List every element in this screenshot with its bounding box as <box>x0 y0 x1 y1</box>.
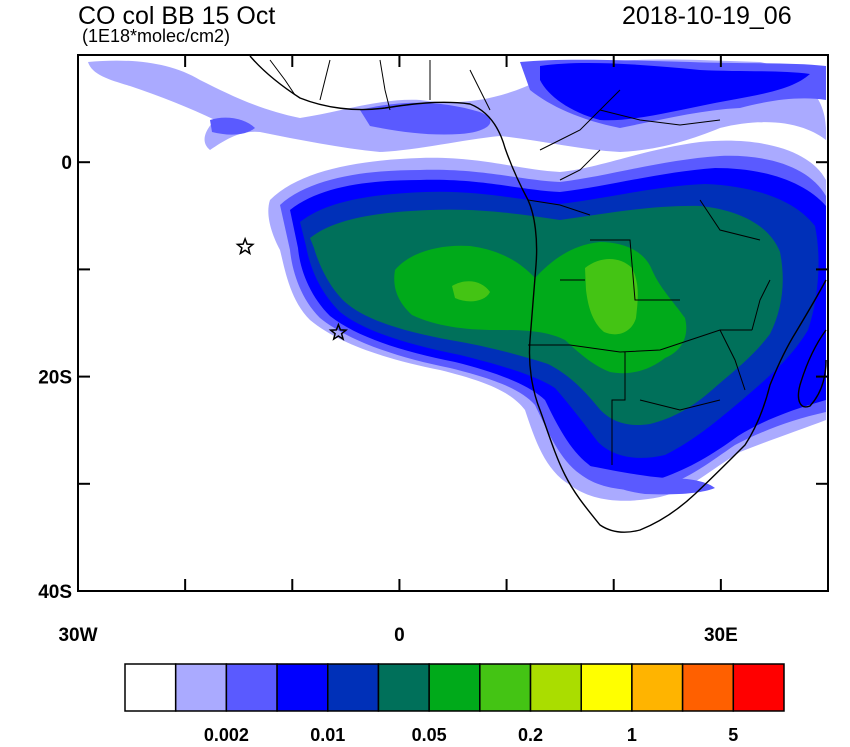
map-frame <box>77 54 829 592</box>
map-title: CO col BB 15 Oct <box>78 2 276 30</box>
colorbar-label: 5 <box>728 725 738 745</box>
axis-ticks <box>77 54 829 592</box>
africa-coastline <box>249 55 827 533</box>
colorbar-label: 1 <box>627 725 637 745</box>
lon-label: 30W <box>58 625 97 646</box>
contour-mid <box>540 63 810 121</box>
contour-low <box>210 117 255 135</box>
colorbar-swatch <box>327 663 380 712</box>
lat-label: 40S <box>38 582 72 603</box>
contour-high <box>585 259 638 335</box>
colorbar-swatch <box>276 663 329 712</box>
colorbar-label: 0.01 <box>310 725 345 745</box>
units-subtitle: (1E18*molec/cm2) <box>82 26 231 46</box>
west-africa-borders <box>269 59 491 111</box>
colorbar-swatch <box>631 663 684 712</box>
colorbar-label: 0.05 <box>412 725 447 745</box>
madagascar-coastline <box>797 329 827 408</box>
lat-label: 0 <box>61 153 72 174</box>
contour-high <box>452 281 490 302</box>
colorbar-swatch <box>174 663 228 712</box>
colorbar-swatch <box>732 663 785 712</box>
colorbar-swatch <box>124 663 177 712</box>
contour-low <box>360 102 491 135</box>
colorbar-swatch <box>377 663 430 712</box>
colorbar-swatch <box>529 663 582 712</box>
colorbar-swatch <box>225 663 278 712</box>
co-column-field <box>88 59 826 501</box>
lon-label: 0 <box>394 625 405 646</box>
colorbar-swatch <box>428 663 481 712</box>
coastlines <box>249 55 827 533</box>
axis-labels: 0 20S 40S 30W 0 30E <box>38 153 738 646</box>
star-marker <box>235 236 255 256</box>
colorbar-label: 0.2 <box>518 725 543 745</box>
lat-label: 20S <box>38 368 72 389</box>
valid-time: 2018-10-19_06 <box>622 2 792 30</box>
star-marker <box>328 322 349 341</box>
colorbar-swatch <box>479 663 532 712</box>
lon-label: 30E <box>704 625 738 646</box>
contour-low <box>585 465 715 495</box>
colorbar-label: 0.002 <box>204 725 249 745</box>
country-borders <box>527 89 771 465</box>
colorbar-swatch <box>580 663 633 712</box>
colorbar-swatch <box>681 663 735 712</box>
colorbar: 0.002 0.01 0.05 0.2 1 5 <box>124 663 785 745</box>
station-markers <box>235 236 349 341</box>
